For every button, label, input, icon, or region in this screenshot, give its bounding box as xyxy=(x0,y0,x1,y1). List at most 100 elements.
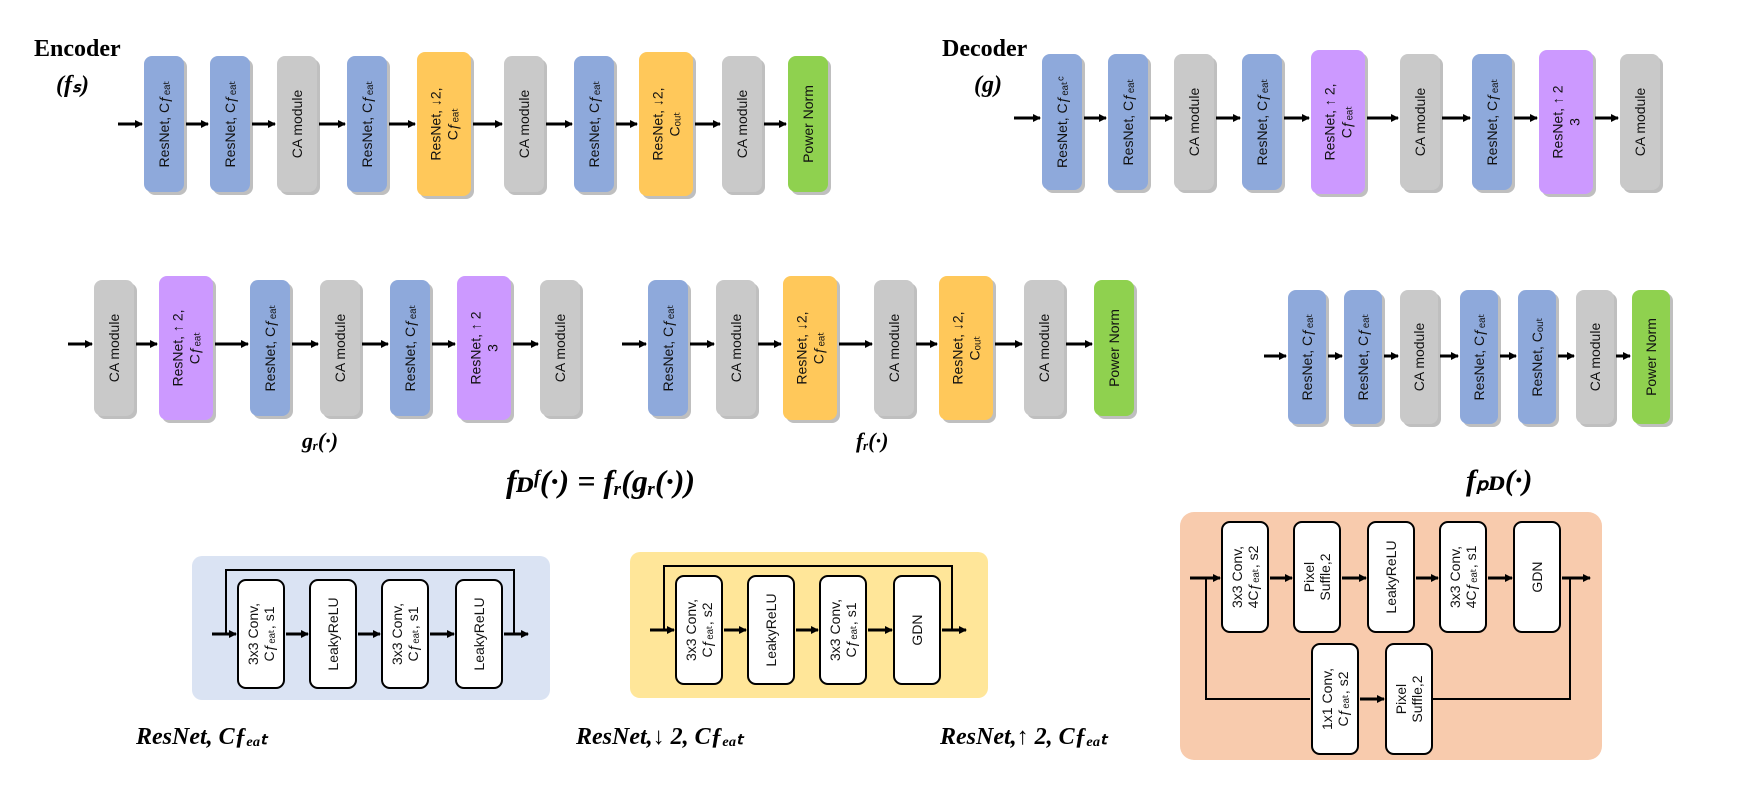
legend-resnet-ops: 3x3 Conv,Cƒₑₐₜ, s1 LeakyReLU 3x3 Conv,Cƒₑₐ… xyxy=(212,569,529,689)
op-box xyxy=(1367,521,1415,633)
op-box xyxy=(893,575,941,685)
legend-down-title: ResNet,↓ 2, Cƒₑₐₜ xyxy=(575,724,744,750)
resnet-block-label-line-0: ResNet, Cƒₑₐₜ xyxy=(586,81,602,168)
op-label-line-0: LeakyReLU xyxy=(471,597,487,670)
resnet-block xyxy=(347,56,387,192)
resnet-block-label-line-0: ResNet, Cƒₑₐₜ xyxy=(1254,79,1270,166)
legend-up-ops: 3x3 Conv,4Cƒₑₐₜ, s2 PixelSuffle,2 LeakyReL… xyxy=(1190,521,1591,755)
op-label-line-1: Cƒₑₐₜ, s2 xyxy=(699,602,715,657)
ca-block-label: CA module xyxy=(728,314,744,383)
down-block-label-line-1: Cₒᵤₜ xyxy=(967,336,983,361)
ca-block-label-line-0: CA module xyxy=(332,314,348,383)
skip-connection xyxy=(663,565,953,630)
resnet-block-label: ResNet, Cƒₑₐₜ xyxy=(262,305,278,392)
resnet-block-label: ResNet, Cƒₑₐₜ xyxy=(1471,314,1487,401)
down-block-label: ResNet, ↓2,Cₒᵤₜ xyxy=(950,311,983,384)
ca-block xyxy=(1620,54,1660,190)
ca-block-label: CA module xyxy=(1632,88,1648,157)
ca-block-label: CA module xyxy=(552,314,568,383)
power-block-label-line-0: Power Norm xyxy=(1643,318,1659,396)
resnet-block-label-line-0: ResNet, Cƒₑₐₜ xyxy=(262,305,278,392)
up-block-label-line-1: 3 xyxy=(1567,118,1583,126)
op-label-line-0: GDN xyxy=(909,614,925,645)
fdf-equation: fᴅᶠ(·) = fᵣ(gᵣ(·)) xyxy=(506,463,695,499)
ca-block xyxy=(722,56,762,192)
op-label-line-1: Cƒₑₐₜ, s1 xyxy=(405,606,421,661)
fr-caption: fᵣ(·) xyxy=(856,428,888,453)
ca-block xyxy=(1024,280,1064,416)
ca-block-label: CA module xyxy=(1186,88,1202,157)
op-label: 3x3 Conv,Cƒₑₐₜ, s1 xyxy=(245,603,277,665)
op-label: 3x3 Conv,4Cƒₑₐₜ, s1 xyxy=(1447,545,1479,608)
ca-block-label-line-0: CA module xyxy=(728,314,744,383)
ca-block xyxy=(716,280,756,416)
op-label-line-0: 3x3 Conv, xyxy=(1447,546,1463,608)
down-block-label: ResNet, ↓2,Cₒᵤₜ xyxy=(650,87,683,160)
resnet-block xyxy=(1518,290,1556,424)
decoder-symbol: (g) xyxy=(974,72,1002,98)
ca-block-label-line-0: CA module xyxy=(734,90,750,159)
ca-block xyxy=(504,56,544,192)
up-block-label: ResNet, ↑ 2,Cƒₑₐₜ xyxy=(1322,83,1355,160)
op-label-line-0: 3x3 Conv, xyxy=(245,603,261,665)
ca-block-label: CA module xyxy=(1036,314,1052,383)
op-label: 3x3 Conv,Cƒₑₐₜ, s2 xyxy=(683,599,715,661)
resnet-block-label: ResNet, Cƒₑₐₜ xyxy=(402,305,418,392)
ca-block-label-line-0: CA module xyxy=(1412,88,1428,157)
ca-block xyxy=(1576,290,1614,424)
resnet-block xyxy=(1460,290,1498,424)
encoder-symbol: (fₛ) xyxy=(56,72,89,98)
op-label: 3x3 Conv,Cƒₑₐₜ, s1 xyxy=(389,603,421,665)
down-block-label-line-1: Cₒᵤₜ xyxy=(667,112,683,137)
up-block-label-line-1: Cƒₑₐₜ xyxy=(187,332,203,364)
resnet-block-label-line-0: ResNet, Cƒₑₐₜᶜ xyxy=(1054,76,1070,168)
ca-block xyxy=(277,56,317,192)
down-block xyxy=(417,52,471,196)
power-block-label-line-0: Power Norm xyxy=(800,85,816,163)
power-block-label: Power Norm xyxy=(1643,318,1659,396)
op-label-line-1: Cƒₑₐₜ, s2 xyxy=(1335,671,1351,726)
resnet-block-label: ResNet, Cƒₑₐₜ xyxy=(1254,79,1270,166)
ca-block xyxy=(94,280,134,416)
op-box xyxy=(455,579,503,689)
down-block-label: ResNet, ↓2,Cƒₑₐₜ xyxy=(428,87,461,160)
resnet-block-label-line-0: ResNet, Cƒₑₐₜ xyxy=(660,305,676,392)
op-box xyxy=(1311,643,1359,755)
skip-connection xyxy=(1205,578,1310,700)
op-label: 3x3 Conv,Cƒₑₐₜ, s1 xyxy=(827,599,859,661)
resnet-block-label: ResNet, Cƒₑₐₜ xyxy=(156,81,172,168)
op-label: 1x1 Conv,Cƒₑₐₜ, s2 xyxy=(1319,668,1351,730)
op-label-line-1: Cƒₑₐₜ, s1 xyxy=(843,602,859,657)
ca-block-label-line-0: CA module xyxy=(1632,88,1648,157)
op-box xyxy=(237,579,285,689)
ca-block-label-line-0: CA module xyxy=(106,314,122,383)
skip-merge xyxy=(1432,578,1571,700)
ca-block xyxy=(1400,290,1438,424)
ca-block-label-line-0: CA module xyxy=(516,90,532,159)
resnet-block-label: ResNet, Cƒₑₐₜ xyxy=(222,81,238,168)
resnet-block-label: ResNet, Cƒₑₐₜ xyxy=(359,81,375,168)
op-label: LeakyReLU xyxy=(1383,540,1399,613)
ca-block-label-line-0: CA module xyxy=(1411,323,1427,392)
resnet-block-label: ResNet, Cₒᵤₜ xyxy=(1529,317,1545,396)
op-label: GDN xyxy=(1529,561,1545,592)
resnet-block xyxy=(210,56,250,192)
resnet-block-label: ResNet, Cƒₑₐₜ xyxy=(660,305,676,392)
ca-block xyxy=(1400,54,1440,190)
skip-connection xyxy=(225,569,515,634)
ca-block xyxy=(540,280,580,416)
resnet-block-label: ResNet, Cƒₑₐₜ xyxy=(1355,314,1371,401)
resnet-block xyxy=(390,280,430,416)
op-label: LeakyReLU xyxy=(471,597,487,670)
ca-block xyxy=(320,280,360,416)
up-block xyxy=(1311,50,1365,194)
resnet-block-label-line-0: ResNet, Cƒₑₐₜ xyxy=(1471,314,1487,401)
op-box xyxy=(1293,521,1341,633)
resnet-block-label-line-0: ResNet, Cƒₑₐₜ xyxy=(222,81,238,168)
power-block xyxy=(1094,280,1134,416)
op-label-line-0: LeakyReLU xyxy=(1383,540,1399,613)
up-block xyxy=(159,276,213,420)
legend-up-title: ResNet,↑ 2, Cƒₑₐₜ xyxy=(939,724,1108,750)
down-block-label-line-0: ResNet, ↓2, xyxy=(794,311,810,384)
op-label-line-1: 4Cƒₑₐₜ, s1 xyxy=(1463,545,1479,608)
